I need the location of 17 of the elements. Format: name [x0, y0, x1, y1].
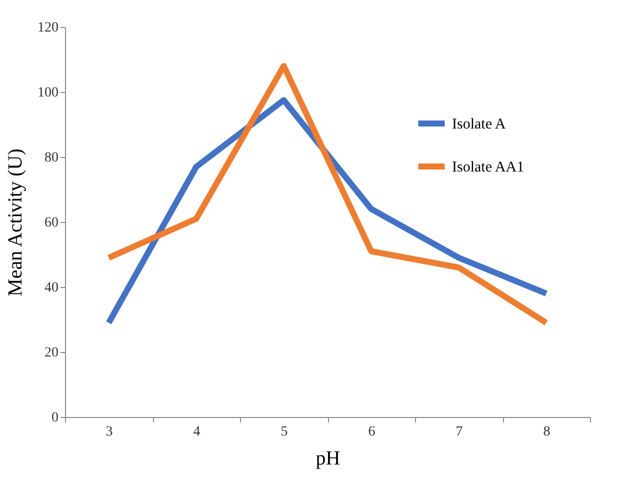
y-tick-label: 120	[38, 20, 58, 36]
x-tick-label: 3	[106, 424, 113, 440]
legend-label: Isolate A	[452, 116, 506, 132]
x-tick-label: 8	[543, 424, 550, 440]
x-tick-label: 4	[193, 424, 200, 440]
y-tick-label: 0	[52, 410, 58, 426]
y-tick-label: 100	[38, 86, 58, 100]
y-tick-label: 20	[44, 346, 58, 360]
x-tick-label: 6	[368, 424, 376, 440]
y-tick-label: 40	[44, 280, 58, 296]
y-tick-label: 80	[44, 150, 58, 166]
x-tick-label: 7	[456, 424, 463, 440]
y-tick-label: 60	[44, 216, 58, 230]
x-tick-label: 5	[280, 424, 288, 440]
x-axis-title: pH	[316, 448, 340, 470]
legend-label: Isolate AA1	[452, 160, 524, 176]
y-axis-title: Mean Activity (U)	[4, 148, 26, 296]
